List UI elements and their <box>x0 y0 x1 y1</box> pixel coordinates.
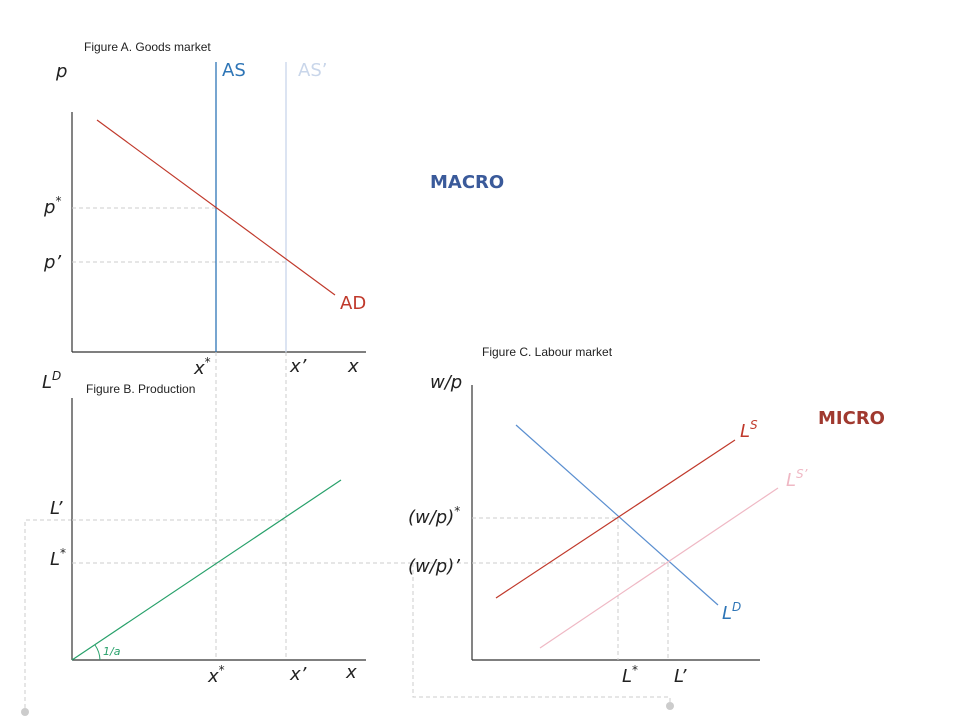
figure-title: Figure B. Production <box>86 382 195 396</box>
label: LD <box>722 600 741 624</box>
label: L* <box>622 663 638 687</box>
ld-curve <box>515 424 719 606</box>
label: (w/p)* <box>408 504 460 528</box>
connector-dot <box>21 708 29 716</box>
label: AD <box>340 293 366 314</box>
label: p’ <box>43 252 61 273</box>
label: x’ <box>289 664 307 685</box>
label: L’ <box>674 666 687 687</box>
label: L’ <box>50 498 63 519</box>
label: AS <box>222 60 246 81</box>
label: AS’ <box>298 60 327 81</box>
label: (w/p)’ <box>408 556 460 577</box>
label: x* <box>193 355 211 379</box>
label: LS <box>740 418 758 442</box>
label: p* <box>43 194 61 218</box>
ls-prime-curve <box>539 487 779 649</box>
label: LD <box>42 369 61 393</box>
connector <box>412 563 671 705</box>
angle-arc <box>94 644 101 661</box>
macro-label: MACRO <box>430 172 504 193</box>
label: x* <box>207 663 225 687</box>
micro-label: MICRO <box>818 408 885 429</box>
label: LS’ <box>786 467 808 491</box>
ls-curve <box>495 439 736 599</box>
label: x’ <box>289 356 307 377</box>
connector-dot <box>666 702 674 710</box>
ad-curve <box>96 119 336 296</box>
label: w/p <box>430 372 462 393</box>
label: L* <box>50 546 66 570</box>
figure-title: Figure A. Goods market <box>84 40 211 54</box>
production-curve <box>71 479 342 661</box>
label: x <box>347 356 359 377</box>
label: x <box>345 662 357 683</box>
label: p <box>55 61 67 82</box>
connector <box>24 519 72 712</box>
label: 1/a <box>103 645 121 658</box>
figure-title: Figure C. Labour market <box>482 345 613 359</box>
